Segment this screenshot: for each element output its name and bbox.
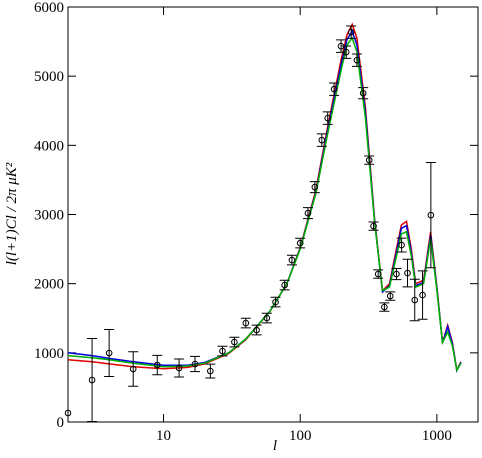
data-point <box>153 361 161 369</box>
y-tick-label: 3000 <box>34 208 64 224</box>
data-point <box>318 136 326 144</box>
plot-frame <box>67 6 479 423</box>
data-point <box>347 28 355 36</box>
error-bar <box>104 329 115 378</box>
data-point <box>381 303 388 311</box>
data-point <box>370 222 377 230</box>
data-point <box>353 56 361 64</box>
error-bar <box>346 25 357 39</box>
data-point <box>386 292 394 300</box>
y-tick-label: 4000 <box>34 138 64 154</box>
data-point <box>242 319 250 327</box>
data-point <box>411 296 419 304</box>
y-tick-label: 1000 <box>34 346 64 362</box>
data-point <box>330 85 338 93</box>
x-tick-label: 10 <box>156 428 171 444</box>
error-bar <box>358 87 369 100</box>
error-bar <box>152 354 163 376</box>
data-point <box>398 241 405 249</box>
data-point <box>207 367 214 375</box>
y-tick-label: 6000 <box>34 0 64 16</box>
error-bar <box>240 317 251 329</box>
data-point <box>129 365 137 373</box>
data-point <box>263 314 271 322</box>
error-bar <box>295 237 306 249</box>
data-point <box>288 256 296 264</box>
error-bar <box>316 133 327 147</box>
data-point <box>419 291 426 299</box>
error-bar <box>417 270 428 320</box>
error-bar <box>190 355 201 373</box>
data-point <box>231 338 238 346</box>
data-point <box>219 347 226 355</box>
model-curve <box>67 36 462 373</box>
data-point <box>404 269 411 277</box>
data-point <box>175 364 183 372</box>
data-point <box>64 409 72 417</box>
data-point <box>311 183 319 191</box>
error-bar <box>322 111 333 125</box>
data-point <box>191 360 199 368</box>
data-point <box>365 156 373 164</box>
error-bar <box>336 39 347 53</box>
data-point <box>342 48 350 56</box>
y-tick-label: 2000 <box>34 277 64 293</box>
data-point <box>427 211 435 219</box>
error-bar <box>174 358 185 378</box>
y-tick-label: 0 <box>57 415 65 431</box>
data-point <box>88 376 96 384</box>
error-bar <box>205 363 216 379</box>
error-bar <box>309 181 320 194</box>
data-point <box>105 349 113 357</box>
error-bar <box>425 162 436 269</box>
error-bar <box>341 45 352 59</box>
error-bar <box>391 268 402 281</box>
data-point <box>272 298 279 306</box>
data-point <box>324 114 332 122</box>
data-point <box>359 89 367 97</box>
y-tick-label: 5000 <box>34 69 64 85</box>
error-bar <box>302 207 313 220</box>
x-tick-label: 100 <box>289 428 312 444</box>
data-point <box>374 270 382 278</box>
data-point <box>281 281 288 289</box>
x-axis-label: l <box>273 438 277 454</box>
error-bar <box>402 258 413 288</box>
data-point <box>296 239 304 247</box>
error-bar <box>270 296 281 308</box>
data-point <box>304 209 312 217</box>
data-point <box>393 270 400 278</box>
data-point <box>253 326 260 334</box>
error-bar <box>87 338 98 423</box>
error-bar <box>329 82 340 96</box>
error-bar <box>351 53 362 67</box>
x-tick-label: 1000 <box>422 428 452 444</box>
y-axis-label: l(l+1)Cl / 2π μK² <box>4 162 20 265</box>
error-bar <box>128 351 139 387</box>
error-bar <box>396 237 407 253</box>
error-bar <box>409 278 420 322</box>
